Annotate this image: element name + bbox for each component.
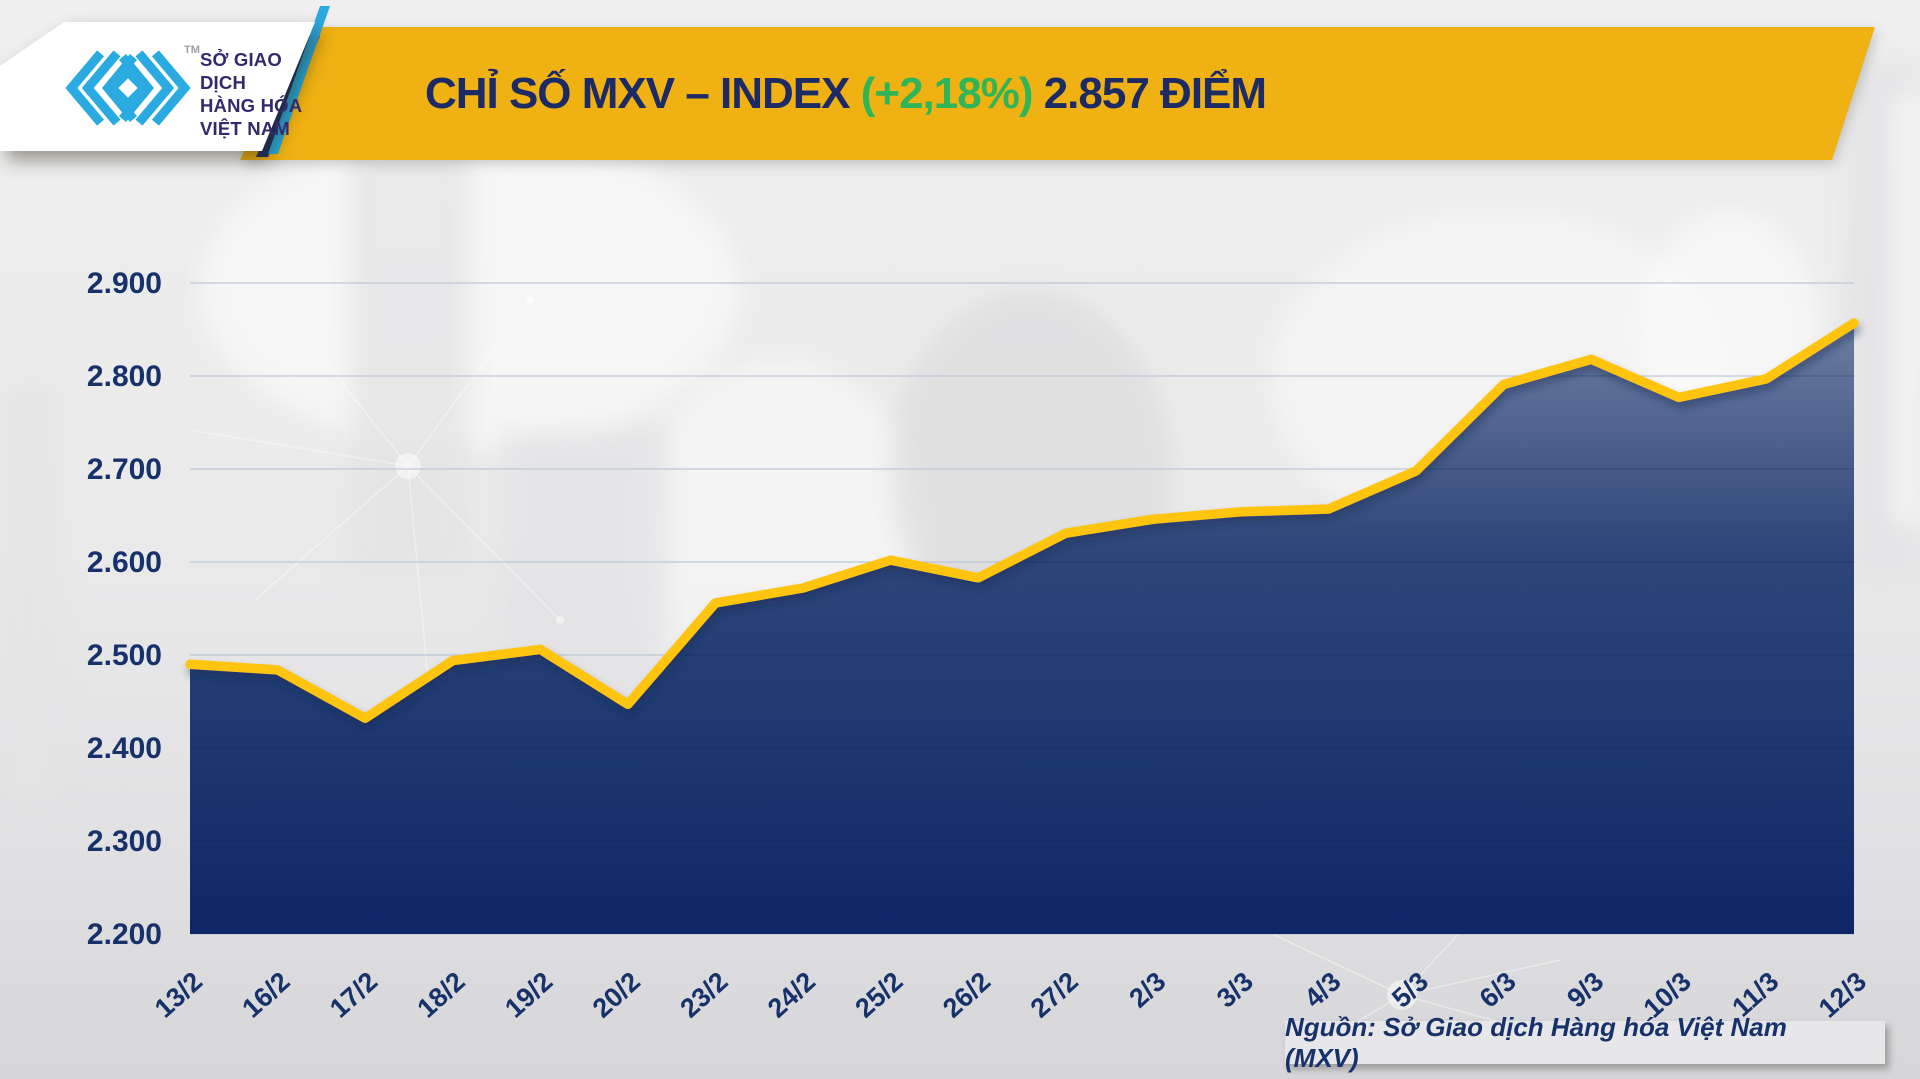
title-main: CHỈ SỐ MXV – INDEX	[424, 68, 861, 118]
logo-line-3: VIỆT NAM	[200, 118, 290, 139]
title-banner: CHỈ SỐ MXV – INDEX (+2,18%) 2.857 ĐIỂM	[240, 27, 1875, 160]
y-tick-label: 2.500	[87, 639, 162, 672]
x-tick-label: 2/3	[1123, 966, 1171, 1013]
x-tick-label: 23/2	[674, 966, 733, 1023]
x-tick-label: 27/2	[1025, 966, 1084, 1023]
x-tick-label: 13/2	[149, 966, 208, 1023]
x-tick-label: 24/2	[762, 966, 821, 1023]
logo-line-2: HÀNG HÓA	[200, 95, 303, 116]
x-tick-label: 4/3	[1299, 966, 1347, 1013]
x-tick-label: 9/3	[1561, 966, 1609, 1013]
title-change-percent: (+2,18%)	[860, 68, 1034, 118]
x-tick-label: 20/2	[587, 966, 646, 1023]
area-fill	[190, 323, 1854, 934]
y-tick-label: 2.800	[87, 360, 162, 393]
x-tick-label: 3/3	[1211, 966, 1259, 1013]
y-tick-label: 2.300	[87, 825, 162, 858]
index-line	[185, 318, 1859, 723]
source-note: Nguồn: Sở Giao dịch Hàng hóa Việt Nam (M…	[1285, 1012, 1885, 1073]
logo-card-shadow	[0, 0, 420, 220]
mxv-logo-icon	[65, 50, 191, 126]
constellation-nodes	[395, 296, 1514, 1010]
y-axis-labels: 2.200 2.300 2.400 2.500 2.600 2.700 2.800 2.900	[87, 267, 162, 951]
y-tick-label: 2.600	[87, 546, 162, 579]
logo-line-1: SỞ GIAO DỊCH	[200, 49, 282, 93]
y-tick-label: 2.200	[87, 918, 162, 951]
y-tick-label: 2.700	[87, 453, 162, 486]
logo-text: SỞ GIAO DỊCH HÀNG HÓA VIỆT NAM	[200, 48, 315, 140]
x-tick-label: 17/2	[324, 966, 383, 1023]
x-tick-label: 18/2	[412, 966, 471, 1023]
x-tick-label: 6/3	[1474, 966, 1522, 1013]
logo: TM SỞ GIAO DỊCH HÀNG HÓA VIỆT NAM	[0, 22, 315, 151]
x-tick-label: 16/2	[236, 966, 295, 1023]
logo-card	[0, 22, 315, 151]
x-tick-label: 26/2	[937, 966, 996, 1023]
y-tick-label: 2.900	[87, 267, 162, 300]
x-tick-label: 5/3	[1386, 966, 1434, 1013]
y-tick-label: 2.400	[87, 732, 162, 765]
trademark-symbol: TM	[184, 44, 200, 56]
x-tick-label: 25/2	[849, 966, 908, 1023]
x-tick-label: 19/2	[499, 966, 558, 1023]
page-title: CHỈ SỐ MXV – INDEX (+2,18%) 2.857 ĐIỂM	[240, 27, 1663, 160]
title-value: 2.857 ĐIỂM	[1032, 68, 1267, 118]
header: CHỈ SỐ MXV – INDEX (+2,18%) 2.857 ĐIỂM	[0, 0, 1920, 200]
